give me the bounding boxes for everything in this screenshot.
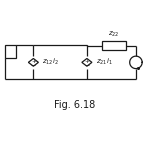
Text: $z_{22}$: $z_{22}$ — [108, 30, 119, 39]
Bar — [102, 41, 126, 51]
Bar — [5, 45, 16, 58]
Text: $z_{12}i_2$: $z_{12}i_2$ — [42, 57, 59, 68]
Text: $z_{21}i_1$: $z_{21}i_1$ — [96, 57, 112, 68]
Text: +: + — [84, 59, 89, 64]
Text: +: + — [31, 59, 36, 64]
Text: Fig. 6.18: Fig. 6.18 — [54, 100, 96, 110]
Text: −: − — [31, 63, 36, 68]
Text: −: − — [84, 63, 90, 68]
